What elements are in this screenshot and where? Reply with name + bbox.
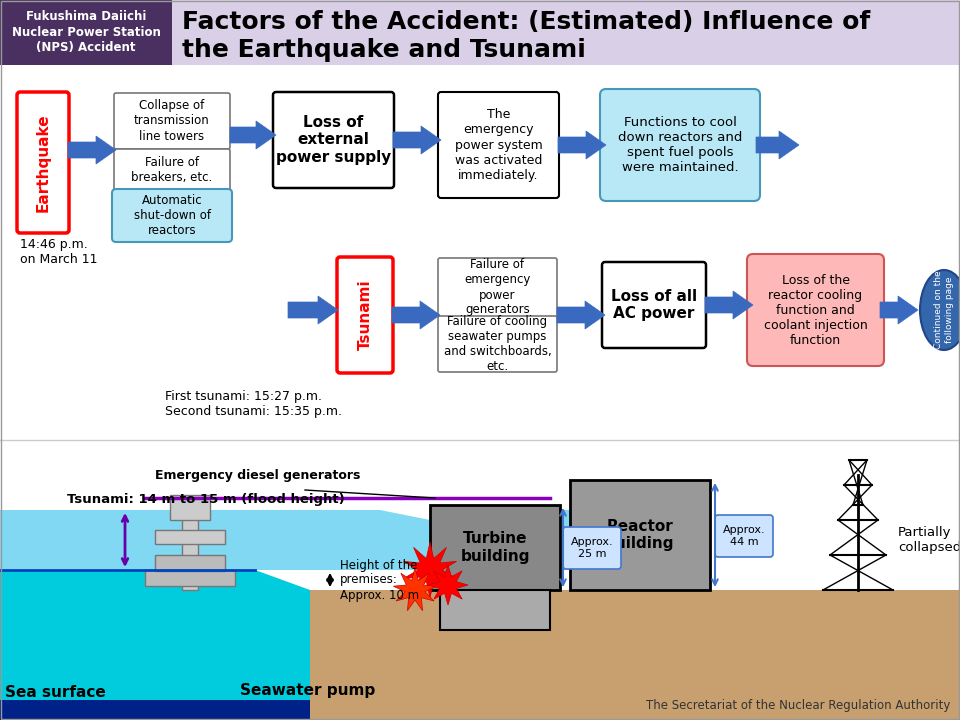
Bar: [0, 65, 960, 440]
Text: Seawater pump: Seawater pump: [240, 683, 375, 698]
Text: Emergency diesel generators: Emergency diesel generators: [155, 469, 360, 482]
Polygon shape: [310, 590, 960, 720]
Text: Continued on the
following page: Continued on the following page: [934, 271, 953, 349]
Text: Functions to cool
down reactors and
spent fuel pools
were maintained.: Functions to cool down reactors and spen…: [618, 116, 742, 174]
Bar: [570, 480, 710, 590]
Text: 14:46 p.m.
on March 11: 14:46 p.m. on March 11: [20, 238, 98, 266]
Polygon shape: [288, 296, 338, 324]
FancyBboxPatch shape: [112, 189, 232, 242]
Text: First tsunami: 15:27 p.m.
Second tsunami: 15:35 p.m.: First tsunami: 15:27 p.m. Second tsunami…: [165, 390, 342, 418]
Polygon shape: [200, 590, 310, 720]
Bar: [170, 495, 210, 520]
Text: Tsunami: 14 m to 15 m (flood height): Tsunami: 14 m to 15 m (flood height): [67, 493, 345, 506]
Text: Automatic
shut-down of
reactors: Automatic shut-down of reactors: [133, 194, 210, 237]
Polygon shape: [403, 542, 457, 598]
Text: The
emergency
power system
was activated
immediately.: The emergency power system was activated…: [455, 109, 542, 181]
Polygon shape: [0, 510, 680, 570]
Bar: [155, 555, 225, 571]
Text: Failure of
breakers, etc.: Failure of breakers, etc.: [132, 156, 212, 184]
Bar: [0, 0, 960, 65]
FancyBboxPatch shape: [114, 149, 230, 191]
Polygon shape: [394, 568, 437, 611]
FancyBboxPatch shape: [747, 254, 884, 366]
Bar: [0, 440, 960, 470]
Polygon shape: [428, 565, 468, 605]
Polygon shape: [0, 570, 310, 720]
Bar: [145, 570, 235, 586]
Bar: [0, 0, 172, 65]
Polygon shape: [200, 590, 310, 720]
Text: Earthquake: Earthquake: [36, 113, 51, 212]
Text: Turbine
building: Turbine building: [460, 531, 530, 564]
Polygon shape: [557, 301, 605, 329]
Text: Partially
collapsed: Partially collapsed: [898, 526, 960, 554]
Text: Loss of
external
power supply: Loss of external power supply: [276, 115, 391, 165]
Polygon shape: [705, 291, 753, 319]
Polygon shape: [68, 136, 116, 164]
Text: Failure of cooling
seawater pumps
and switchboards,
etc.: Failure of cooling seawater pumps and sw…: [444, 315, 551, 373]
Text: Loss of all
AC power: Loss of all AC power: [611, 289, 697, 321]
Text: The Secretariat of the Nuclear Regulation Authority: The Secretariat of the Nuclear Regulatio…: [646, 699, 950, 712]
Text: Collapse of
transmission
line towers: Collapse of transmission line towers: [134, 99, 210, 143]
Text: Tsunami: Tsunami: [357, 279, 372, 351]
FancyBboxPatch shape: [17, 92, 69, 233]
Polygon shape: [393, 126, 441, 154]
FancyBboxPatch shape: [600, 89, 760, 201]
Text: Factors of the Accident: (Estimated) Influence of
the Earthquake and Tsunami: Factors of the Accident: (Estimated) Inf…: [182, 10, 871, 62]
Text: Sea surface: Sea surface: [5, 685, 106, 700]
FancyBboxPatch shape: [273, 92, 394, 188]
Bar: [440, 590, 550, 630]
Text: Reactor
building: Reactor building: [605, 519, 675, 552]
FancyBboxPatch shape: [337, 257, 393, 373]
FancyBboxPatch shape: [114, 93, 230, 149]
Text: Loss of the
reactor cooling
function and
coolant injection
function: Loss of the reactor cooling function and…: [763, 274, 868, 346]
FancyBboxPatch shape: [438, 258, 557, 317]
FancyBboxPatch shape: [563, 527, 621, 569]
Bar: [430, 505, 560, 590]
Text: Failure of
emergency
power
generators: Failure of emergency power generators: [465, 258, 531, 317]
Polygon shape: [880, 296, 918, 324]
Polygon shape: [392, 301, 440, 329]
Ellipse shape: [920, 270, 960, 350]
Bar: [155, 530, 225, 544]
Text: Approx.
25 m: Approx. 25 m: [570, 537, 613, 559]
Text: Fukushima Daiichi
Nuclear Power Station
(NPS) Accident: Fukushima Daiichi Nuclear Power Station …: [12, 11, 160, 53]
Bar: [0, 700, 310, 720]
FancyBboxPatch shape: [602, 262, 706, 348]
Polygon shape: [558, 131, 606, 159]
Polygon shape: [230, 121, 276, 149]
Text: Approx.
44 m: Approx. 44 m: [723, 525, 765, 546]
FancyBboxPatch shape: [715, 515, 773, 557]
FancyBboxPatch shape: [438, 316, 557, 372]
Text: Height of the
premises:
Approx. 10 m: Height of the premises: Approx. 10 m: [340, 559, 420, 601]
Polygon shape: [756, 131, 799, 159]
FancyBboxPatch shape: [438, 92, 559, 198]
Bar: [182, 510, 198, 590]
